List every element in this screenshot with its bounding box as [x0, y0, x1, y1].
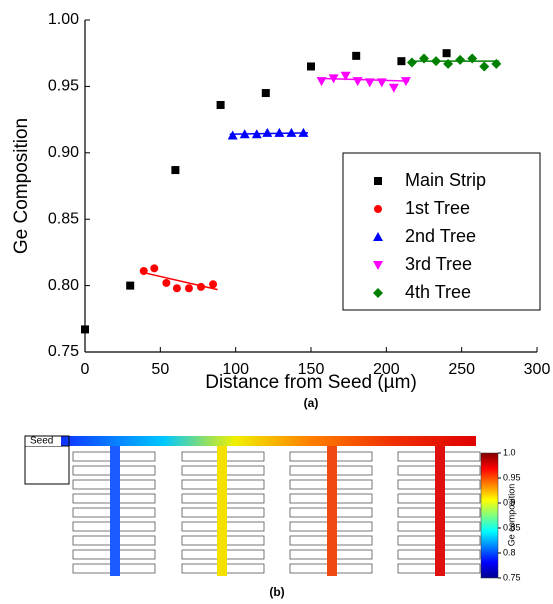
point	[400, 77, 411, 87]
caption: (b)	[269, 585, 284, 599]
diagram: Seed Ge composition (b) 1.0 0.95 0.9 0.85 0.…	[24, 435, 521, 599]
point	[251, 129, 262, 139]
point	[443, 58, 454, 69]
x-tick-label: 200	[373, 361, 400, 378]
legend-label: 2nd Tree	[405, 226, 476, 246]
point	[286, 127, 297, 137]
legend-marker	[373, 232, 383, 241]
y-tick-label: 0.90	[48, 144, 79, 161]
seed-label: Seed	[30, 436, 53, 447]
colorbar-tick-label: 0.95	[503, 472, 521, 482]
legend-label: 1st Tree	[405, 198, 470, 218]
point	[139, 266, 148, 275]
colorbar-label: Ge composition	[506, 484, 516, 547]
branch	[217, 446, 227, 576]
point	[216, 100, 225, 109]
point	[431, 56, 442, 67]
colorbar-tick-label: 1.0	[503, 447, 516, 457]
fit-line	[142, 271, 218, 291]
point	[274, 127, 285, 137]
point	[406, 57, 417, 68]
point	[397, 57, 406, 66]
x-tick-label: 300	[524, 361, 551, 378]
y-tick-label: 1.00	[48, 11, 79, 28]
x-tick-label: 150	[298, 361, 325, 378]
fingers	[72, 451, 481, 574]
colorbar	[480, 452, 499, 579]
legend-marker	[373, 261, 383, 270]
point	[491, 58, 502, 69]
point	[419, 53, 429, 64]
point	[388, 83, 399, 93]
x-tick-label: 100	[222, 361, 249, 378]
y-tick-label: 0.80	[48, 277, 79, 294]
legend-label: 3rd Tree	[405, 254, 472, 274]
point	[81, 325, 89, 334]
seed-box	[24, 445, 70, 485]
point	[172, 284, 181, 293]
point	[316, 77, 327, 87]
point	[328, 74, 339, 84]
legend-marker	[374, 205, 382, 213]
x-tick-label: 50	[151, 361, 169, 378]
point	[126, 281, 135, 290]
x-axis-label: Distance from Seed (µm)	[205, 372, 417, 393]
y-tick-label: 0.75	[48, 343, 79, 360]
chart: 0.75 0.80 0.85 0.90 0.95 1.00 0 50 100 150 200 250 3…	[11, 11, 550, 410]
colorbar-tick-label: 0.75	[503, 572, 521, 582]
caption: (a)	[304, 396, 319, 410]
point	[184, 284, 193, 293]
point	[340, 71, 351, 81]
point	[442, 49, 451, 58]
branch	[435, 446, 445, 576]
point	[364, 78, 375, 88]
point	[209, 280, 218, 289]
point	[307, 62, 315, 71]
legend-marker	[373, 288, 383, 298]
point	[171, 166, 180, 175]
colorbar-tick-label: 0.8	[503, 547, 516, 557]
branch	[327, 446, 337, 576]
seed-box-edge	[24, 435, 70, 446]
point	[298, 127, 309, 137]
point	[239, 129, 250, 139]
point	[162, 278, 171, 287]
branch	[110, 446, 120, 576]
point	[150, 264, 159, 273]
y-tick-label: 0.85	[48, 210, 79, 227]
point	[262, 127, 273, 137]
point	[479, 61, 490, 72]
point	[227, 130, 238, 140]
y-axis-label: Ge Composition	[11, 118, 32, 254]
point	[261, 89, 270, 98]
legend-label: 4th Tree	[405, 282, 471, 302]
y-tick-label: 0.95	[48, 78, 79, 95]
point	[455, 54, 466, 65]
legend-marker	[374, 177, 382, 185]
main-strip	[60, 436, 476, 446]
colorbar-tick-label: 0.9	[503, 497, 516, 507]
point	[197, 282, 206, 291]
legend-label: Main Strip	[405, 170, 486, 190]
x-tick-label: 0	[81, 361, 90, 378]
colorbar-tick-label: 0.85	[503, 522, 521, 532]
seed-box-cover	[25, 436, 61, 446]
point	[352, 77, 363, 87]
x-tick-label: 250	[448, 361, 475, 378]
point	[376, 78, 387, 88]
point	[467, 53, 478, 64]
point	[352, 51, 361, 60]
